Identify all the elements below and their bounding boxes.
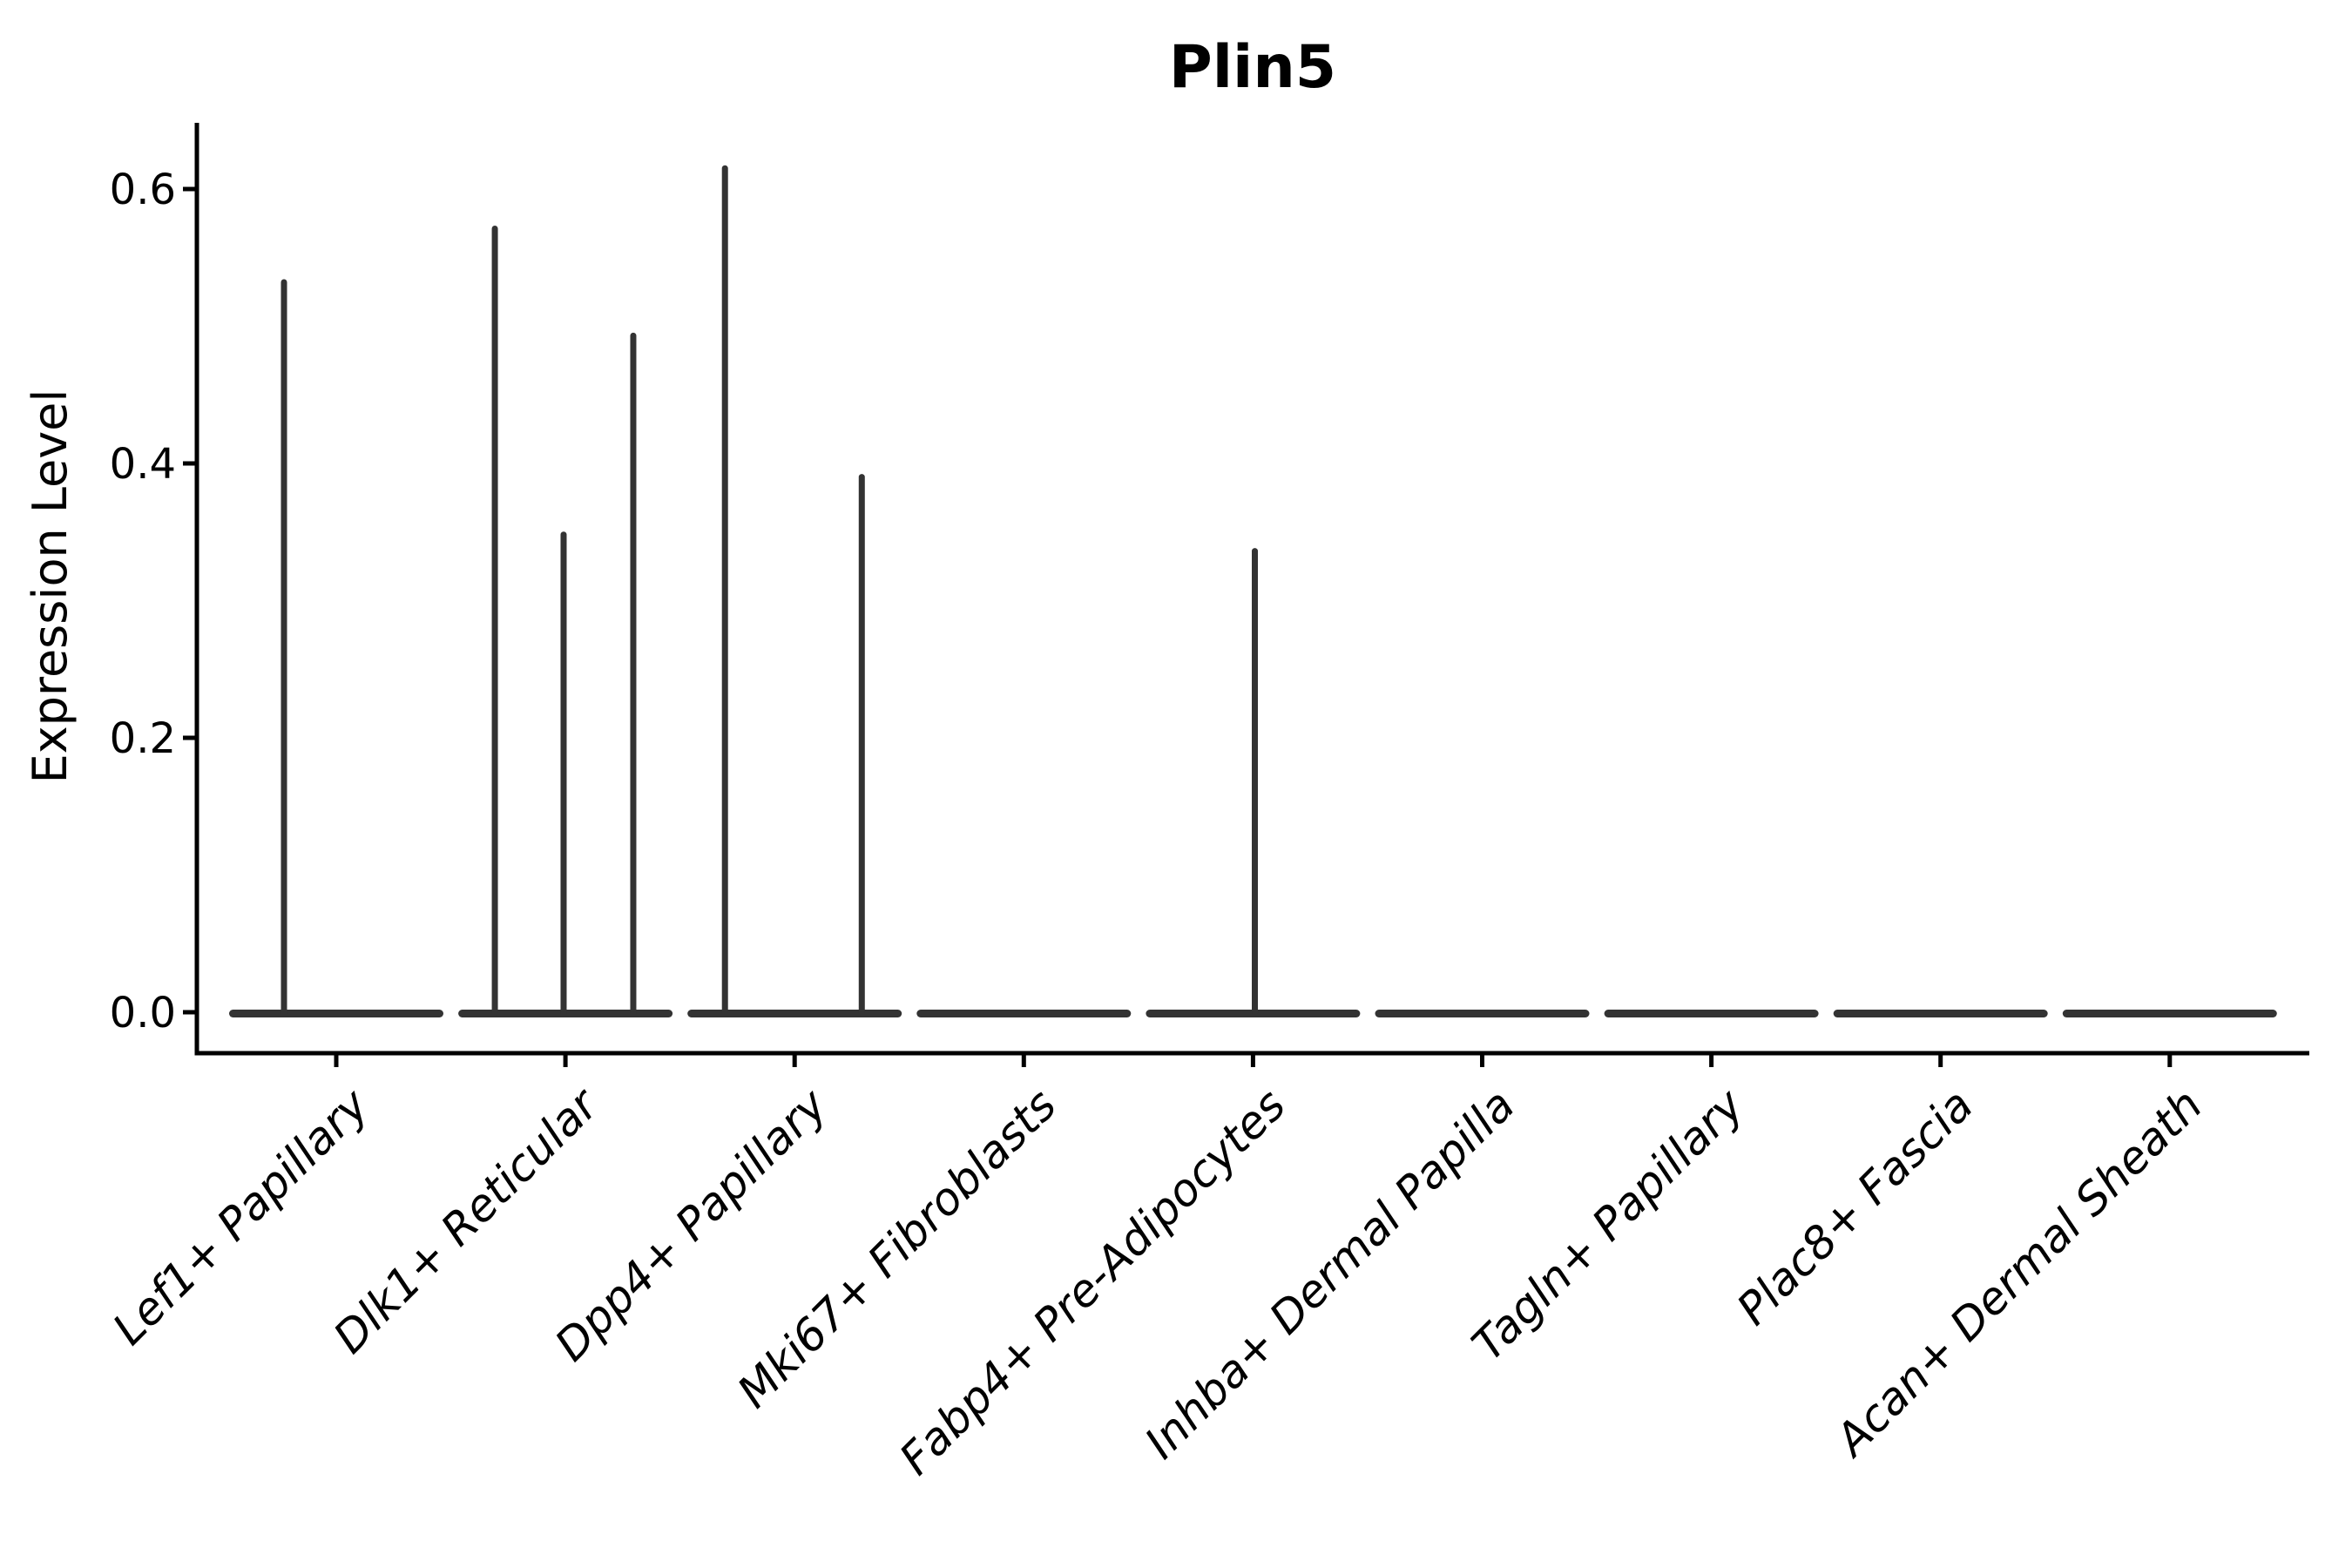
violin-base (1833, 1010, 2048, 1017)
y-axis-label: Expression Level (23, 389, 78, 784)
violin-base (2062, 1010, 2277, 1017)
y-tick-label: 0.6 (110, 166, 176, 214)
violin-base (229, 1010, 443, 1017)
x-tick-label: Acan+ Dermal Sheath (1824, 1079, 2212, 1467)
y-tick-label: 0.4 (110, 440, 176, 489)
y-tick-label: 0.0 (110, 989, 176, 1037)
violin-base (687, 1010, 902, 1017)
violin-base (1375, 1010, 1590, 1017)
violin-base (1604, 1010, 1819, 1017)
x-tick-label: Plac8+ Fascia (1727, 1079, 1984, 1335)
y-tick-label: 0.2 (110, 714, 176, 763)
violin-base (916, 1010, 1132, 1017)
chart-title: Plin5 (1169, 33, 1336, 102)
x-tick-label: Fabp4+ Pre-Adipocytes (890, 1079, 1296, 1485)
x-tick-label: Inhba+ Dermal Papilla (1136, 1079, 1525, 1469)
